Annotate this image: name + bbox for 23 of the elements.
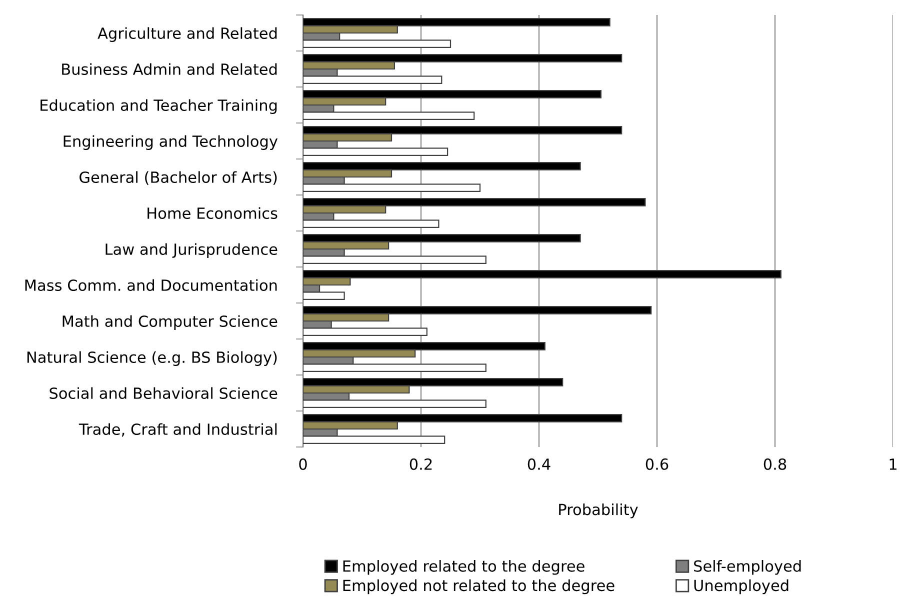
- x-tick-label: 0.6: [646, 458, 668, 470]
- y-tick-label: Trade, Craft and Industrial: [78, 423, 277, 437]
- legend-label: Self-employed: [694, 560, 801, 575]
- legend-label: Unemployed: [694, 579, 788, 594]
- x-tick-label: 0: [299, 458, 307, 470]
- y-tick-label: Agriculture and Related: [98, 27, 277, 42]
- x-tick-label: 1: [890, 458, 896, 470]
- x-tick-label: 0.4: [528, 458, 550, 470]
- y-tick-label: Business Admin and Related: [62, 63, 277, 76]
- y-tick-label: Math and Computer Science: [62, 315, 278, 330]
- y-tick-label: Education and Teacher Training: [40, 99, 277, 114]
- legend-label: Employed not related to the degree: [343, 579, 614, 594]
- legend-label: Employed related to the degree: [343, 560, 584, 575]
- y-tick-label: Mass Comm. and Documentation: [25, 279, 277, 292]
- y-tick-label: Engineering and Technology: [64, 135, 278, 150]
- y-tick-label: Social and Behavioral Science: [50, 387, 278, 400]
- y-tick-label: Home Economics: [148, 207, 278, 220]
- x-axis-title: Probability: [559, 503, 638, 518]
- y-tick-label: General (Bachelor of Arts): [80, 171, 277, 185]
- y-tick-label: Natural Science (e.g. BS Biology): [27, 351, 277, 366]
- y-tick-label: Law and Jurisprudence: [106, 243, 278, 258]
- x-tick-label: 0.2: [410, 458, 432, 470]
- x-tick-label: 0.8: [764, 458, 786, 470]
